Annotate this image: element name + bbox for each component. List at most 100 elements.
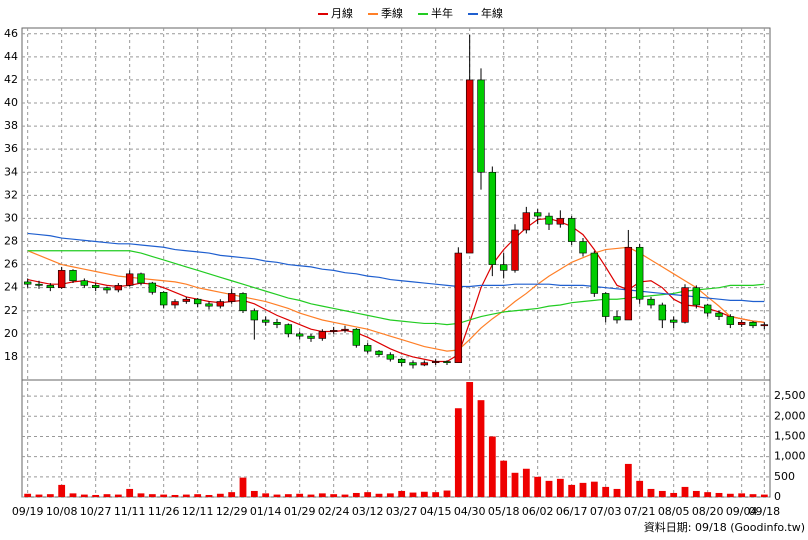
volume-bar: [579, 482, 587, 497]
candle-body: [386, 354, 395, 360]
volume-bar: [182, 494, 190, 497]
candle-body: [703, 304, 712, 314]
volume-bar: [148, 494, 156, 497]
candle-body: [443, 361, 451, 363]
y-tick-label: 34: [4, 165, 18, 178]
x-tick-label: 06/02: [522, 505, 554, 518]
candle-body: [681, 287, 689, 323]
y-tick-label: 38: [4, 119, 18, 132]
x-tick-label: 08/20: [692, 505, 724, 518]
candle-body: [658, 304, 667, 321]
y2-tick-label: 2,000: [774, 409, 806, 422]
candle-body: [23, 281, 32, 285]
volume-bar: [704, 492, 712, 497]
footer: 資料日期: 09/18 (Goodinfo.tw): [644, 520, 805, 534]
x-tick-label: 10/27: [80, 505, 112, 518]
volume-bar: [46, 494, 54, 497]
candle-body: [341, 328, 349, 331]
volume-bar: [681, 486, 689, 497]
candle-body: [601, 293, 610, 317]
volume-bar: [341, 494, 349, 497]
volume-bar: [375, 493, 383, 497]
volume-bar: [760, 494, 768, 497]
x-tick-label: 01/29: [284, 505, 316, 518]
x-tick-label: 07/21: [624, 505, 656, 518]
candle-body: [613, 316, 621, 321]
candle-body: [567, 218, 576, 242]
volume-bar: [126, 488, 134, 497]
candle-body: [409, 362, 417, 366]
candle-body: [522, 212, 531, 231]
volume-bar: [250, 490, 258, 497]
volume-bar: [262, 493, 270, 497]
legend-label: 季線: [381, 6, 403, 20]
candle-body: [556, 218, 565, 225]
volume-bar: [488, 436, 496, 497]
x-tick-label: 10/08: [46, 505, 78, 518]
candle-body: [511, 229, 519, 271]
candle-body: [103, 287, 111, 291]
volume-bar: [432, 492, 440, 497]
volume-bar: [568, 484, 576, 497]
candle-body: [533, 212, 542, 217]
candle-body: [647, 298, 655, 306]
y-tick-label: 36: [4, 142, 18, 155]
volume-bar: [330, 494, 338, 497]
x-tick-label: 11/11: [114, 505, 146, 518]
y-tick-label: 18: [4, 350, 18, 363]
candle-body: [125, 273, 134, 286]
x-tick-label: 09/19: [12, 505, 44, 518]
volume-bar: [420, 491, 428, 497]
volume-bar: [273, 494, 281, 497]
volume-bar: [602, 486, 610, 497]
y2-tick-label: 1,500: [774, 429, 806, 442]
candle-body: [273, 321, 281, 325]
volume-bar: [647, 488, 655, 497]
candle-body: [91, 285, 100, 288]
candle-body: [80, 280, 89, 286]
x-tick-label: 04/15: [420, 505, 452, 518]
candle-body: [182, 298, 191, 302]
y-tick-label: 44: [4, 50, 18, 63]
volume-bar: [228, 492, 236, 497]
x-tick-label: 01/14: [250, 505, 282, 518]
volume-bar: [386, 493, 394, 497]
candle-body: [375, 350, 383, 355]
volume-bar: [80, 494, 88, 497]
y-tick-label: 32: [4, 188, 18, 201]
volume-bar: [352, 492, 360, 497]
x-tick-label: 09/18: [748, 505, 780, 518]
volume-bar: [239, 477, 247, 497]
volume-bar: [307, 494, 315, 497]
volume-bar: [715, 492, 723, 497]
candle-body: [579, 241, 587, 254]
candle-body: [239, 293, 247, 312]
candle-body: [114, 285, 123, 291]
volume-bar: [545, 480, 553, 497]
volume-bar: [35, 494, 43, 497]
candle-body: [205, 303, 213, 307]
volume-bar: [443, 490, 451, 497]
volume-bar: [613, 488, 621, 497]
candle-body: [137, 273, 145, 284]
volume-bar: [194, 494, 202, 497]
candle-body: [726, 316, 735, 325]
y2-tick-label: 2,500: [774, 389, 806, 402]
volume-bar: [658, 490, 666, 497]
volume-bar: [409, 492, 417, 497]
candle-body: [261, 319, 270, 323]
volume-bar: [466, 382, 474, 497]
candle-body: [737, 321, 746, 325]
x-tick-label: 05/18: [488, 505, 520, 518]
volume-bar: [205, 494, 213, 497]
y2-tick-label: 500: [774, 470, 795, 483]
volume-bar: [738, 493, 746, 497]
candle-body: [624, 246, 633, 321]
x-tick-label: 03/27: [386, 505, 418, 518]
volume-bar: [522, 468, 530, 497]
x-tick-label: 12/29: [216, 505, 248, 518]
candle-body: [760, 324, 769, 327]
x-tick-label: 06/17: [556, 505, 588, 518]
volume-bar: [477, 400, 485, 497]
legend-label: 半年: [431, 6, 453, 20]
